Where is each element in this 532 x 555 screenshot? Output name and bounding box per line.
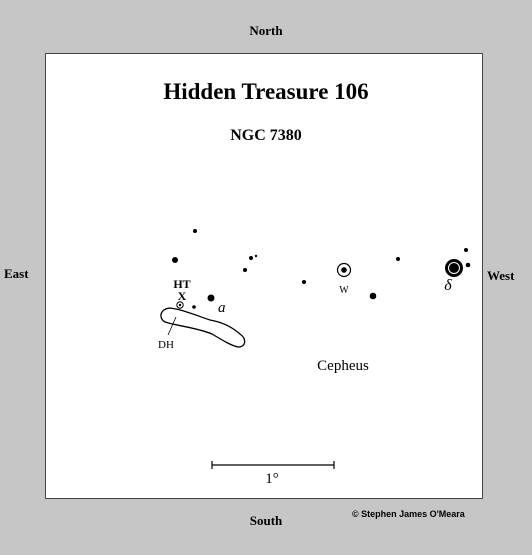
star — [243, 268, 247, 272]
chart-frame — [45, 53, 483, 499]
label-x: X — [178, 289, 187, 303]
star — [193, 229, 197, 233]
dh-outline — [160, 307, 246, 348]
star — [192, 305, 196, 309]
star — [302, 280, 306, 284]
north-label: North — [249, 23, 283, 38]
star — [249, 256, 253, 260]
delta-star-ring — [448, 262, 460, 274]
east-label: East — [4, 266, 29, 281]
delta-star — [445, 259, 463, 277]
west-label: West — [487, 268, 515, 283]
label-constellation: Cepheus — [317, 358, 369, 374]
star-a — [207, 294, 215, 302]
star — [464, 248, 468, 252]
label-delta: δ — [444, 277, 452, 294]
star — [396, 257, 400, 261]
label-a: a — [218, 300, 226, 316]
variable-star-w-core — [341, 267, 347, 273]
copyright-credit: © Stephen James O'Meara — [352, 509, 465, 519]
star — [369, 292, 377, 300]
chart-subtitle: NGC 7380 — [230, 127, 302, 144]
scale-label: 1° — [265, 471, 279, 487]
dh-leader — [167, 316, 177, 336]
chart-title: Hidden Treasure 106 — [163, 79, 369, 104]
star — [172, 257, 178, 263]
south-label: South — [249, 513, 283, 528]
label-w: W — [339, 285, 349, 296]
star — [254, 254, 258, 258]
label-dh: DH — [158, 339, 174, 351]
cluster-symbol-core — [178, 303, 182, 307]
star — [465, 262, 471, 268]
label-ht: HT — [173, 277, 190, 291]
